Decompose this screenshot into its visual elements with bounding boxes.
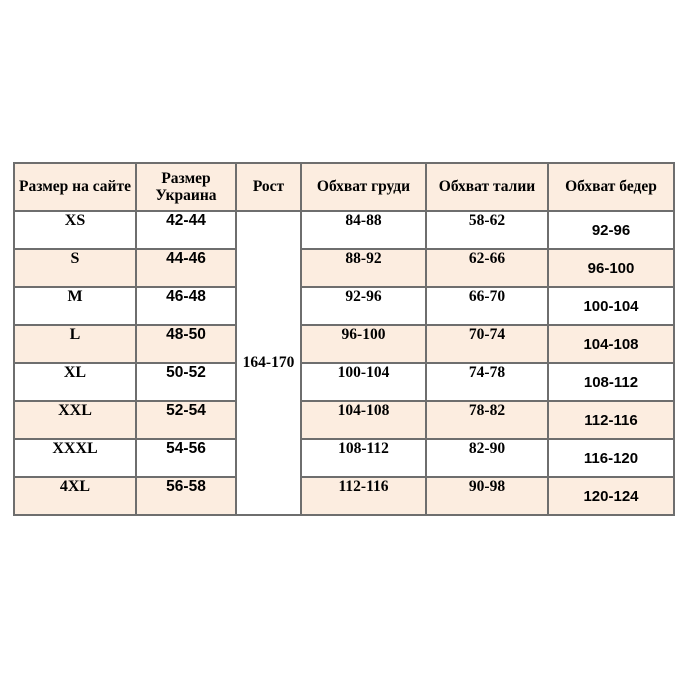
column-header-hips: Обхват бедер [547, 162, 675, 212]
cell-waist: 74-78 [425, 362, 549, 402]
table-row: XXXL 54-56 108-112 82-90 116-120 [13, 438, 675, 478]
table-row: XL 50-52 100-104 74-78 108-112 [13, 362, 675, 402]
cell-size-ua: 44-46 [135, 248, 237, 288]
table-header-row: Размер на сайте Размер Украина Рост Обхв… [13, 162, 675, 212]
cell-chest: 108-112 [300, 438, 427, 478]
cell-chest: 104-108 [300, 400, 427, 440]
cell-waist: 70-74 [425, 324, 549, 364]
cell-size-site: S [13, 248, 137, 288]
cell-size-site: XXXL [13, 438, 137, 478]
table-row: 4XL 56-58 112-116 90-98 120-124 [13, 476, 675, 516]
cell-hips: 100-104 [547, 286, 675, 326]
cell-size-site: 4XL [13, 476, 137, 516]
table-row: L 48-50 96-100 70-74 104-108 [13, 324, 675, 364]
column-header-ua: Размер Украина [135, 162, 237, 212]
cell-waist: 90-98 [425, 476, 549, 516]
cell-hips: 116-120 [547, 438, 675, 478]
size-chart-table: Размер на сайте Размер Украина Рост Обхв… [13, 162, 675, 516]
column-header-waist: Обхват талии [425, 162, 549, 212]
cell-hips: 92-96 [547, 210, 675, 250]
cell-chest: 96-100 [300, 324, 427, 364]
cell-waist: 62-66 [425, 248, 549, 288]
cell-chest: 92-96 [300, 286, 427, 326]
cell-size-ua: 48-50 [135, 324, 237, 364]
cell-hips: 108-112 [547, 362, 675, 402]
cell-size-site: XS [13, 210, 137, 250]
cell-hips: 104-108 [547, 324, 675, 364]
cell-waist: 66-70 [425, 286, 549, 326]
cell-hips: 96-100 [547, 248, 675, 288]
cell-chest: 100-104 [300, 362, 427, 402]
cell-hips: 120-124 [547, 476, 675, 516]
column-header-height: Рост [235, 162, 302, 212]
column-header-site: Размер на сайте [13, 162, 137, 212]
size-chart-container: Размер на сайте Размер Украина Рост Обхв… [13, 162, 675, 516]
cell-waist: 82-90 [425, 438, 549, 478]
table-row: S 44-46 88-92 62-66 96-100 [13, 248, 675, 288]
cell-size-ua: 56-58 [135, 476, 237, 516]
cell-size-ua: 54-56 [135, 438, 237, 478]
table-row: XS 42-44 164-170 84-88 58-62 92-96 [13, 210, 675, 516]
table-body: XS 42-44 164-170 84-88 58-62 92-96 S 44-… [13, 210, 675, 516]
cell-height-merged: 164-170 [235, 210, 302, 516]
cell-size-site: L [13, 324, 137, 364]
cell-size-ua: 50-52 [135, 362, 237, 402]
cell-size-ua: 42-44 [135, 210, 237, 250]
cell-size-site: XXL [13, 400, 137, 440]
cell-hips: 112-116 [547, 400, 675, 440]
table-row: M 46-48 92-96 66-70 100-104 [13, 286, 675, 326]
cell-size-ua: 46-48 [135, 286, 237, 326]
cell-size-site: XL [13, 362, 137, 402]
cell-chest: 84-88 [300, 210, 427, 250]
cell-chest: 112-116 [300, 476, 427, 516]
cell-waist: 78-82 [425, 400, 549, 440]
cell-waist: 58-62 [425, 210, 549, 250]
cell-size-ua: 52-54 [135, 400, 237, 440]
cell-size-site: M [13, 286, 137, 326]
cell-chest: 88-92 [300, 248, 427, 288]
table-row: XXL 52-54 104-108 78-82 112-116 [13, 400, 675, 440]
column-header-chest: Обхват груди [300, 162, 427, 212]
